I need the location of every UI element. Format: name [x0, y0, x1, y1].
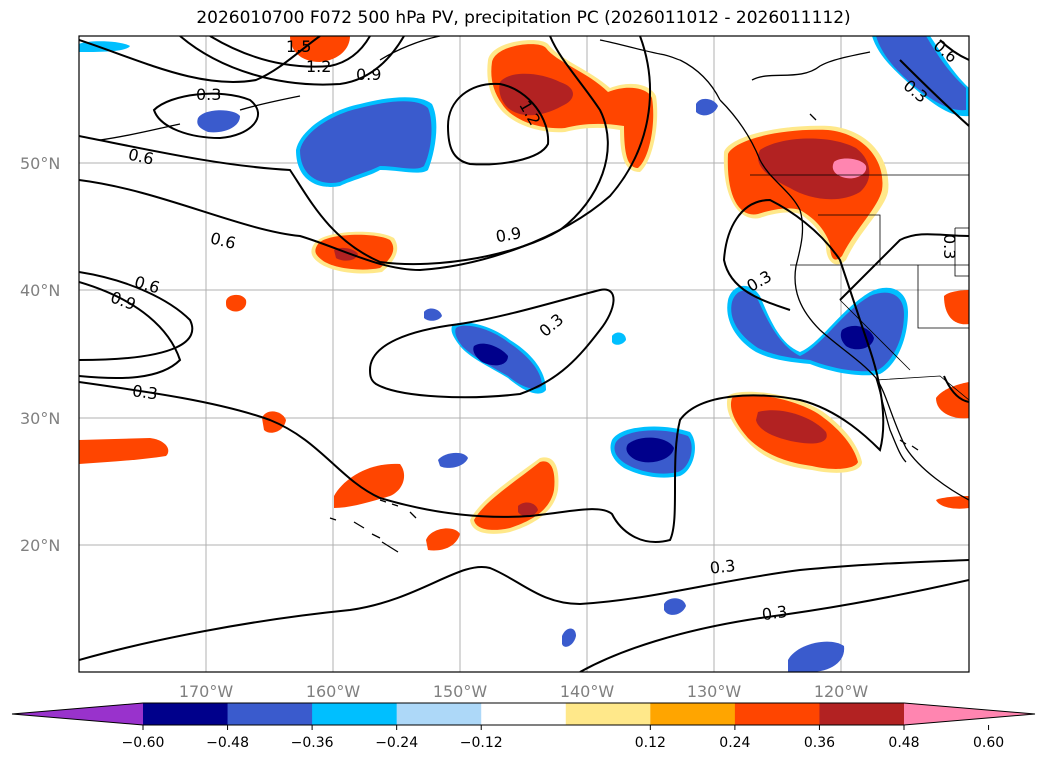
lon-label: 150°W [433, 682, 488, 701]
lat-label: 30°N [20, 409, 60, 428]
map-frame [78, 35, 970, 673]
lon-label: 140°W [560, 682, 615, 701]
colorbar-segment [227, 703, 313, 725]
colorbar-segment [565, 703, 651, 725]
contour-label: 0.3 [131, 381, 159, 403]
colorbar-tick-label: 0.48 [888, 735, 919, 751]
colorbar-segments [143, 703, 905, 725]
contour-label: 1.2 [306, 57, 331, 76]
lat-label: 50°N [20, 154, 60, 173]
contour-label: 0.9 [356, 65, 381, 84]
lon-label: 160°W [306, 682, 361, 701]
lon-label: 170°W [179, 682, 234, 701]
colorbar-segment [481, 703, 567, 725]
colorbar-ticks: −0.60 −0.48 −0.36 −0.24 −0.12 0.12 0.24 0.36 0.4… [122, 725, 1004, 751]
colorbar-segment [396, 703, 482, 725]
political-borders [750, 174, 969, 401]
colorbar-tick-label: −0.36 [291, 735, 334, 751]
contour-label: 0.6 [127, 145, 156, 169]
colorbar-segment [650, 703, 736, 725]
colorbar-segment [312, 703, 398, 725]
negative-precip-shading [79, 36, 969, 672]
colorbar-tick-label: 0.60 [973, 735, 1004, 751]
lon-label: 130°W [687, 682, 742, 701]
lon-label: 120°W [814, 682, 869, 701]
colorbar-tick-label: −0.48 [206, 735, 249, 751]
colorbar-tick-label: −0.60 [122, 735, 165, 751]
colorbar-tick-label: −0.12 [460, 735, 503, 751]
pv-contours [79, 36, 969, 672]
colorbar-extend-low [12, 703, 143, 725]
colorbar-tick-label: 0.36 [804, 735, 835, 751]
lat-label: 40°N [20, 281, 60, 300]
page-title: 2026010700 F072 500 hPa PV, precipitatio… [196, 8, 851, 28]
latitude-labels: 50°N 40°N 30°N 20°N [20, 154, 60, 555]
longitude-labels: 170°W 160°W 150°W 140°W 130°W 120°W [179, 682, 869, 701]
contour-label: 0.9 [494, 223, 522, 246]
colorbar-segment [734, 703, 820, 725]
colorbar-tick-label: 0.12 [635, 735, 666, 751]
lat-label: 20°N [20, 536, 60, 555]
colorbar-extend-high [904, 703, 1035, 725]
contour-label: 1.5 [286, 37, 311, 56]
contour-label: 0.3 [940, 234, 959, 259]
colorbar-tick-label: −0.24 [375, 735, 418, 751]
contour-label: 0.3 [196, 85, 221, 104]
colorbar-segment [143, 703, 229, 725]
map-content [79, 36, 969, 672]
contour-label: 0.3 [709, 556, 736, 578]
colorbar-tick-label: 0.24 [719, 735, 750, 751]
colorbar-segment [819, 703, 905, 725]
positive-precip-shading [79, 36, 969, 551]
colorbar: −0.60 −0.48 −0.36 −0.24 −0.12 0.12 0.24 0.36 0.4… [11, 702, 1036, 751]
contour-label: 0.3 [761, 602, 789, 624]
